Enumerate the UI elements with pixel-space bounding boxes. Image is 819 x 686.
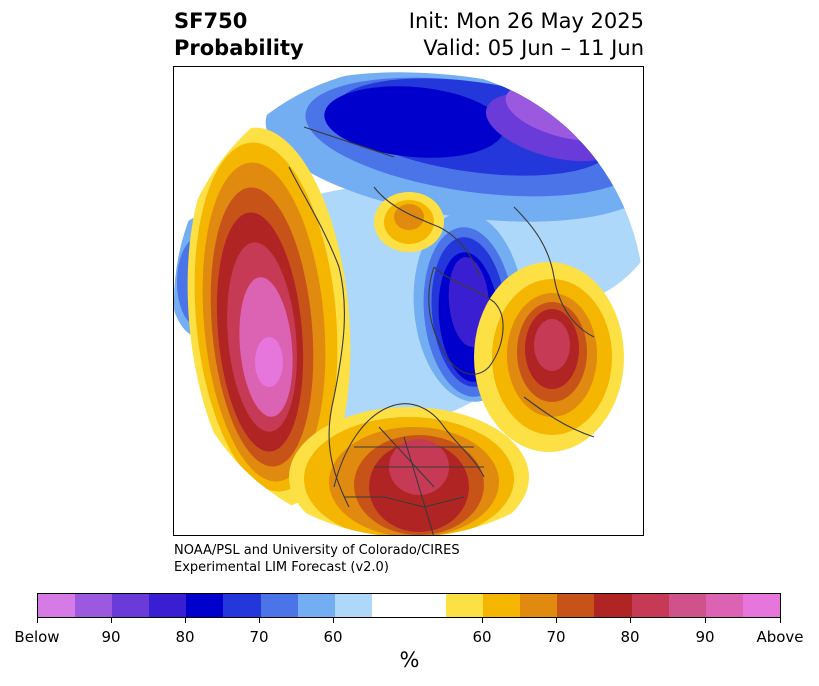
title-right: Init: Mon 26 May 2025 Valid: 05 Jun – 11… bbox=[409, 8, 644, 62]
colorbar bbox=[37, 593, 781, 618]
product-name: Probability bbox=[174, 36, 304, 60]
colorbar-segment bbox=[371, 594, 409, 617]
coastline bbox=[303, 126, 395, 158]
coastline bbox=[354, 426, 484, 535]
colorbar-tickmark bbox=[556, 618, 557, 623]
colorbar-segment bbox=[297, 594, 335, 617]
colorbar-segment bbox=[446, 594, 484, 617]
colorbar-tick-label: 70 bbox=[546, 628, 566, 646]
colorbar-tickmark bbox=[705, 618, 706, 623]
colorbar-unit: % bbox=[399, 648, 420, 672]
colorbar-tick-label: 80 bbox=[175, 628, 195, 646]
coastline bbox=[288, 166, 350, 508]
valid-range: Valid: 05 Jun – 11 Jun bbox=[423, 36, 644, 60]
colorbar-segment bbox=[483, 594, 521, 617]
colorbar-tickmark bbox=[37, 618, 38, 623]
colorbar-segment bbox=[594, 594, 632, 617]
colorbar-tick-label: 90 bbox=[695, 628, 715, 646]
map-panel bbox=[173, 66, 644, 536]
colorbar-tick-label: 60 bbox=[323, 628, 343, 646]
credit-line-2: Experimental LIM Forecast (v2.0) bbox=[174, 560, 389, 575]
colorbar-segment bbox=[38, 594, 76, 617]
credit-text: NOAA/PSL and University of Colorado/CIRE… bbox=[174, 542, 460, 576]
colorbar-segment bbox=[668, 594, 706, 617]
colorbar-tickmark bbox=[111, 618, 112, 623]
colorbar-tick-label: 90 bbox=[101, 628, 121, 646]
probability-map bbox=[174, 67, 643, 535]
colorbar-segment bbox=[186, 594, 224, 617]
init-date: Init: Mon 26 May 2025 bbox=[408, 9, 644, 33]
probability-field bbox=[174, 67, 643, 535]
colorbar-segment bbox=[557, 594, 595, 617]
credit-line-1: NOAA/PSL and University of Colorado/CIRE… bbox=[174, 543, 460, 558]
colorbar-tick-label: Above bbox=[756, 628, 804, 646]
colorbar-tickmark bbox=[482, 618, 483, 623]
colorbar-tick-label: 70 bbox=[249, 628, 269, 646]
colorbar-tickmark bbox=[780, 618, 781, 623]
colorbar-segment bbox=[112, 594, 150, 617]
coastline bbox=[344, 496, 465, 508]
colorbar-segment bbox=[75, 594, 113, 617]
colorbar-segment bbox=[334, 594, 372, 617]
colorbar-segment bbox=[631, 594, 669, 617]
above-normal-east bbox=[534, 319, 570, 371]
colorbar-segment bbox=[742, 594, 780, 617]
colorbar-tickmark bbox=[185, 618, 186, 623]
colorbar-tickmark bbox=[333, 618, 334, 623]
colorbar-tick-label: Below bbox=[14, 628, 60, 646]
coastline bbox=[373, 186, 480, 278]
colorbar-segment bbox=[223, 594, 261, 617]
colorbar-segment bbox=[260, 594, 298, 617]
colorbar-tick-label: 80 bbox=[620, 628, 640, 646]
title-left: SF750 Probability bbox=[174, 8, 304, 62]
coastline bbox=[523, 396, 595, 438]
colorbar-segment bbox=[705, 594, 743, 617]
colorbar-segment bbox=[520, 594, 558, 617]
coastline bbox=[513, 206, 595, 338]
variable-name: SF750 bbox=[174, 9, 248, 33]
coastlines bbox=[288, 106, 625, 535]
colorbar-segment bbox=[408, 594, 447, 617]
coastline bbox=[333, 403, 485, 488]
above-normal-west bbox=[255, 337, 283, 387]
colorbar-tickmark bbox=[259, 618, 260, 623]
colorbar-tickmark bbox=[630, 618, 631, 623]
coastline bbox=[428, 266, 504, 375]
colorbar-tick-label: 60 bbox=[472, 628, 492, 646]
below-normal-band bbox=[324, 86, 504, 158]
colorbar-segment bbox=[149, 594, 187, 617]
